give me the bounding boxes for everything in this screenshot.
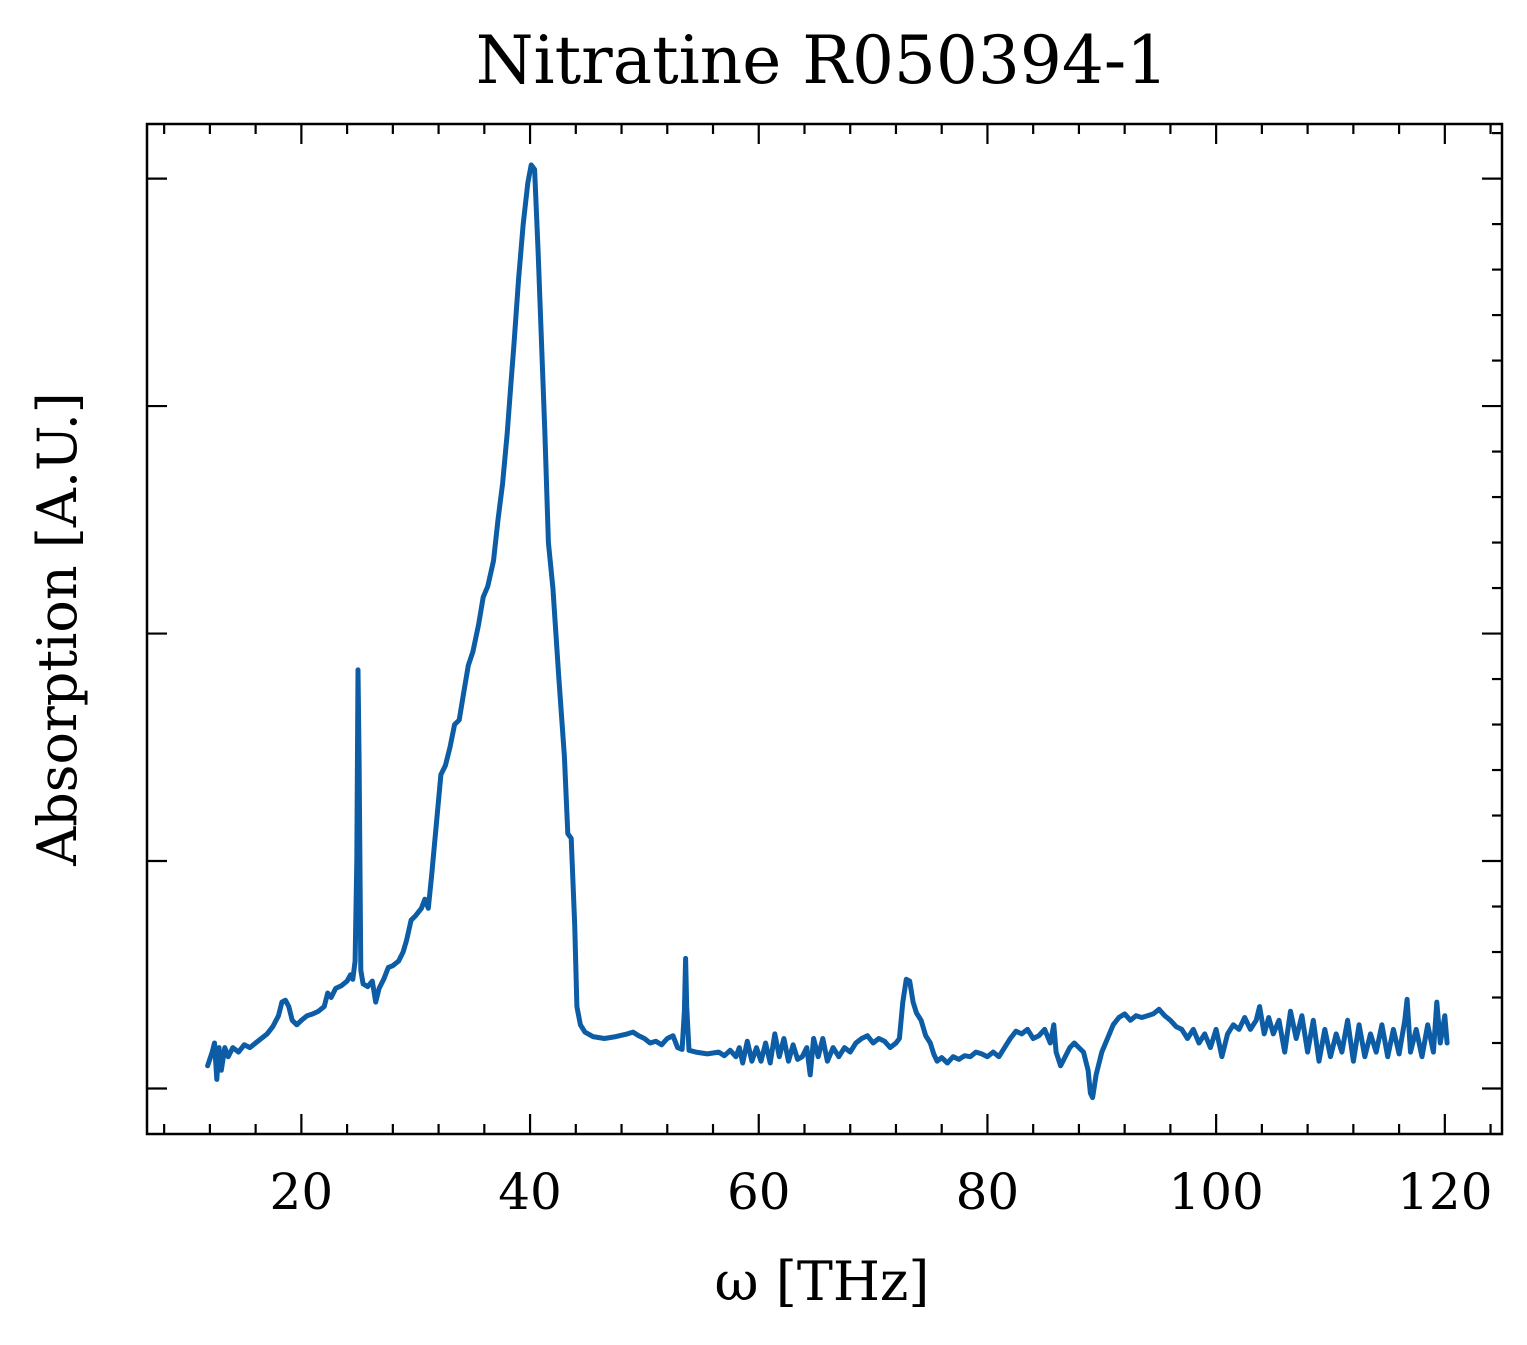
axis-ticks: [147, 124, 1502, 1136]
chart-title: Nitratine R050394-1: [476, 22, 1168, 99]
x-tick-label: 120: [1397, 1163, 1492, 1221]
x-tick-label: 40: [498, 1163, 562, 1221]
x-tick-label: 80: [956, 1163, 1020, 1221]
x-tick-labels: 20 40 60 80 100 120: [270, 1163, 1493, 1221]
series-line: [205, 162, 1450, 1101]
x-axis-label: ω [THz]: [715, 1250, 930, 1313]
plot-area: 20 40 60 80 100 120: [145, 122, 1504, 1221]
series-group: [205, 162, 1450, 1101]
plot-frame: [145, 122, 1504, 1136]
x-tick-label: 60: [727, 1163, 791, 1221]
x-tick-label: 100: [1168, 1163, 1263, 1221]
y-axis-label: Absorption [A.U.]: [26, 392, 89, 867]
x-tick-label: 20: [270, 1163, 334, 1221]
